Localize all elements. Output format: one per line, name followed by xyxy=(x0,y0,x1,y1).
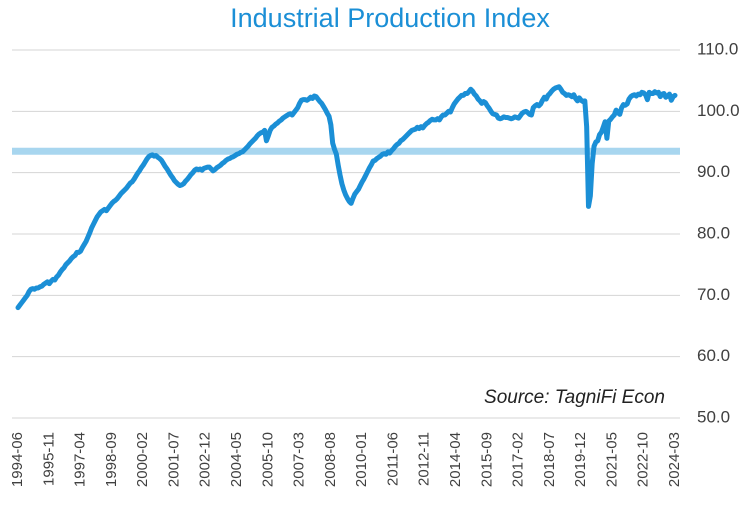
x-tick-label: 2024-03 xyxy=(666,432,683,487)
y-tick-label: 100.0 xyxy=(697,101,740,120)
y-tick-label: 80.0 xyxy=(697,223,730,242)
x-tick-label: 1995-11 xyxy=(40,432,57,486)
x-tick-label: 2017-02 xyxy=(510,432,527,487)
line-series xyxy=(15,84,678,311)
x-tick-label: 2001-07 xyxy=(165,432,182,487)
x-tick-label: 2019-12 xyxy=(572,432,589,487)
x-tick-label: 2007-03 xyxy=(291,432,308,487)
x-tick-label: 2000-02 xyxy=(134,432,151,487)
grid: 50.0 60.0 70.0 80.0 90.0 100.0 110.0 1994-06 199… xyxy=(9,39,740,487)
x-tick-label: 2014-04 xyxy=(447,432,464,487)
x-tick-label: 1998-09 xyxy=(103,432,120,487)
y-tick-label: 110.0 xyxy=(697,39,738,58)
x-tick-label: 2002-12 xyxy=(197,432,214,487)
source-annotation: Source: TagniFi Econ xyxy=(484,387,665,408)
plot xyxy=(12,84,680,311)
x-tick-label: 2008-08 xyxy=(322,432,339,487)
x-tick-label: 1997-04 xyxy=(72,432,89,487)
x-tick-label: 2018-07 xyxy=(541,432,558,487)
x-tick-label: 2022-10 xyxy=(635,432,652,487)
x-tick-label: 1994-06 xyxy=(9,432,26,487)
y-tick-label: 60.0 xyxy=(697,346,730,365)
y-tick-label: 70.0 xyxy=(697,285,730,304)
x-tick-label: 2011-06 xyxy=(384,432,401,486)
x-tick-label: 2012-11 xyxy=(416,432,433,486)
x-tick-label: 2004-05 xyxy=(228,432,245,487)
y-tick-label: 90.0 xyxy=(697,162,730,181)
x-tick-label: 2010-01 xyxy=(353,432,370,487)
x-tick-label: 2021-05 xyxy=(603,432,620,487)
y-tick-label: 50.0 xyxy=(697,407,730,426)
chart-title: Industrial Production Index xyxy=(230,3,550,33)
x-tick-label: 2005-10 xyxy=(259,432,276,487)
x-tick-label: 2015-09 xyxy=(478,432,495,487)
